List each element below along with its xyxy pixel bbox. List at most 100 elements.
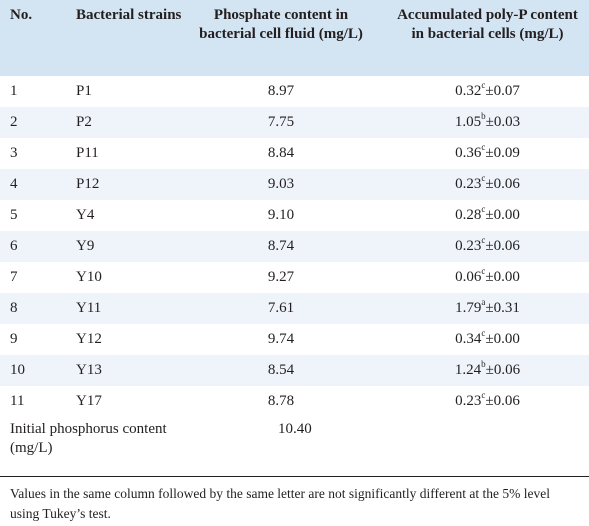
polyp-sd: ±0.00 bbox=[485, 207, 520, 223]
polyp-mean: 1.79 bbox=[455, 300, 482, 316]
polyp-mean: 0.32 bbox=[455, 83, 482, 99]
header-row: No. Bacterial strains Phosphate content … bbox=[0, 0, 589, 76]
header-polyp: Accumulated poly-P content in bacterial … bbox=[397, 7, 578, 42]
polyp-mean: 0.34 bbox=[455, 331, 482, 347]
header-no: No. bbox=[10, 7, 33, 23]
cell-polyp: 1.05b±0.03 bbox=[368, 107, 589, 138]
cell-no: 5 bbox=[10, 207, 18, 223]
significance-letter: c bbox=[481, 390, 486, 400]
polyp-mean: 1.05 bbox=[454, 114, 482, 130]
cell-polyp: 0.36c±0.09 bbox=[368, 138, 589, 169]
polyp-mean: 0.06 bbox=[455, 269, 482, 285]
polyp-sd: ±0.31 bbox=[485, 300, 520, 316]
polyp-sd: ±0.07 bbox=[485, 83, 520, 99]
cell-phosphate: 8.54 bbox=[267, 362, 295, 378]
header-phosphate: Phosphate content in bacterial cell flui… bbox=[199, 7, 363, 42]
cell-no: 6 bbox=[10, 238, 18, 254]
cell-phosphate: 7.75 bbox=[267, 114, 295, 130]
initial-value: 10.40 bbox=[278, 421, 312, 437]
cell-phosphate: 8.97 bbox=[267, 83, 295, 99]
cell-strain: Y4 bbox=[76, 207, 95, 223]
polyp-sd: ±0.00 bbox=[485, 269, 520, 285]
significance-letter: c bbox=[481, 235, 486, 245]
polyp-mean: 1.24 bbox=[454, 362, 482, 378]
table-row: 2 P2 7.75 1.05b±0.03 bbox=[0, 107, 589, 138]
cell-phosphate: 8.74 bbox=[267, 238, 295, 254]
significance-letter: b bbox=[481, 111, 486, 121]
significance-letter: c bbox=[481, 173, 486, 183]
cell-phosphate: 8.78 bbox=[267, 393, 295, 409]
table-row: 1 P1 8.97 0.32c±0.07 bbox=[0, 76, 589, 107]
polyp-mean: 0.36 bbox=[455, 145, 482, 161]
polyp-mean: 0.28 bbox=[455, 207, 482, 223]
polyp-mean: 0.23 bbox=[455, 176, 482, 192]
cell-polyp: 0.32c±0.07 bbox=[368, 76, 589, 107]
polyp-sd: ±0.06 bbox=[485, 393, 520, 409]
significance-letter: c bbox=[481, 328, 486, 338]
cell-strain: P2 bbox=[76, 114, 92, 130]
cell-strain: Y9 bbox=[76, 238, 95, 254]
cell-no: 2 bbox=[10, 114, 18, 130]
significance-letter: c bbox=[481, 80, 486, 90]
polyp-sd: ±0.06 bbox=[485, 362, 521, 378]
cell-phosphate: 9.10 bbox=[267, 207, 295, 223]
cell-phosphate: 7.61 bbox=[267, 300, 295, 316]
table-row: 11 Y17 8.78 0.23c±0.06 bbox=[0, 386, 589, 417]
polyp-mean: 0.23 bbox=[455, 238, 482, 254]
cell-strain: Y10 bbox=[76, 269, 102, 285]
cell-strain: Y11 bbox=[76, 300, 102, 316]
polyp-sd: ±0.09 bbox=[485, 145, 520, 161]
table-row: 8 Y11 7.61 1.79a±0.31 bbox=[0, 293, 589, 324]
cell-strain: P12 bbox=[76, 176, 100, 192]
cell-no: 1 bbox=[10, 83, 18, 99]
cell-strain: P1 bbox=[76, 83, 92, 99]
polyp-sd: ±0.06 bbox=[485, 176, 520, 192]
significance-letter: c bbox=[481, 142, 486, 152]
header-strain: Bacterial strains bbox=[76, 7, 182, 23]
cell-no: 9 bbox=[10, 331, 18, 347]
table-body: 1 P1 8.97 0.32c±0.07 2 P2 7.75 1.05b±0.03 3 P11 8.… bbox=[0, 76, 589, 471]
polyp-mean: 0.23 bbox=[455, 393, 482, 409]
significance-letter: c bbox=[481, 266, 486, 276]
cell-polyp: 0.06c±0.00 bbox=[368, 262, 589, 293]
polyp-sd: ±0.06 bbox=[485, 238, 520, 254]
table-row: 9 Y12 9.74 0.34c±0.00 bbox=[0, 324, 589, 355]
cell-strain: Y17 bbox=[76, 393, 102, 409]
cell-strain: Y13 bbox=[76, 362, 102, 378]
cell-no: 7 bbox=[10, 269, 18, 285]
cell-polyp: 0.23c±0.06 bbox=[368, 169, 589, 200]
cell-no: 10 bbox=[10, 362, 25, 378]
table-row: 3 P11 8.84 0.36c±0.09 bbox=[0, 138, 589, 169]
significance-letter: c bbox=[481, 204, 486, 214]
footnote-divider bbox=[0, 476, 589, 477]
cell-phosphate: 8.84 bbox=[267, 145, 295, 161]
table-row: 10 Y13 8.54 1.24b±0.06 bbox=[0, 355, 589, 386]
table-row: 5 Y4 9.10 0.28c±0.00 bbox=[0, 200, 589, 231]
table-row: 7 Y10 9.27 0.06c±0.00 bbox=[0, 262, 589, 293]
polyp-sd: ±0.00 bbox=[485, 331, 520, 347]
cell-strain: P11 bbox=[76, 145, 99, 161]
cell-no: 11 bbox=[10, 393, 25, 409]
cell-polyp: 1.24b±0.06 bbox=[368, 355, 589, 386]
table-row: 6 Y9 8.74 0.23c±0.06 bbox=[0, 231, 589, 262]
data-table: No. Bacterial strains Phosphate content … bbox=[0, 0, 589, 471]
initial-row: Initial phosphorus content (mg/L) 10.40 bbox=[0, 417, 589, 471]
cell-strain: Y12 bbox=[76, 331, 102, 347]
cell-phosphate: 9.27 bbox=[267, 269, 295, 285]
initial-label: Initial phosphorus content (mg/L) bbox=[10, 421, 167, 456]
cell-phosphate: 9.74 bbox=[267, 331, 295, 347]
cell-polyp: 0.23c±0.06 bbox=[368, 386, 589, 417]
polyp-sd: ±0.03 bbox=[485, 114, 521, 130]
cell-no: 3 bbox=[10, 145, 18, 161]
significance-letter: b bbox=[481, 359, 486, 369]
table-row: 4 P12 9.03 0.23c±0.06 bbox=[0, 169, 589, 200]
cell-polyp: 0.23c±0.06 bbox=[368, 231, 589, 262]
cell-no: 4 bbox=[10, 176, 18, 192]
significance-letter: a bbox=[481, 297, 486, 307]
footnote: Values in the same column followed by th… bbox=[10, 486, 550, 521]
cell-polyp: 0.34c±0.00 bbox=[368, 324, 589, 355]
cell-polyp: 0.28c±0.00 bbox=[368, 200, 589, 231]
cell-no: 8 bbox=[10, 300, 18, 316]
cell-polyp: 1.79a±0.31 bbox=[368, 293, 589, 324]
